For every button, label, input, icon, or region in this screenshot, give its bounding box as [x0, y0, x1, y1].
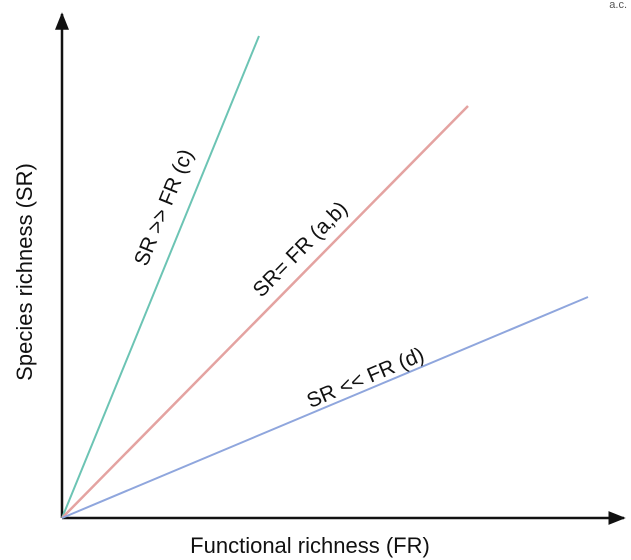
- line-sr-equal-fr: [61, 105, 469, 519]
- line-sr-much-greater-fr: [61, 35, 260, 519]
- line-sr-much-less-fr: [61, 296, 589, 519]
- x-axis-title: Functional richness (FR): [190, 533, 430, 558]
- y-axis-title: Species richness (SR): [12, 163, 37, 381]
- label-sr-much-less-fr: SR << FR (d): [303, 343, 427, 413]
- corner-mark: a.c.: [609, 0, 627, 11]
- label-sr-much-greater-fr: SR >> FR (c): [130, 146, 198, 269]
- label-sr-equal-fr: SR= FR (a,b): [249, 197, 353, 302]
